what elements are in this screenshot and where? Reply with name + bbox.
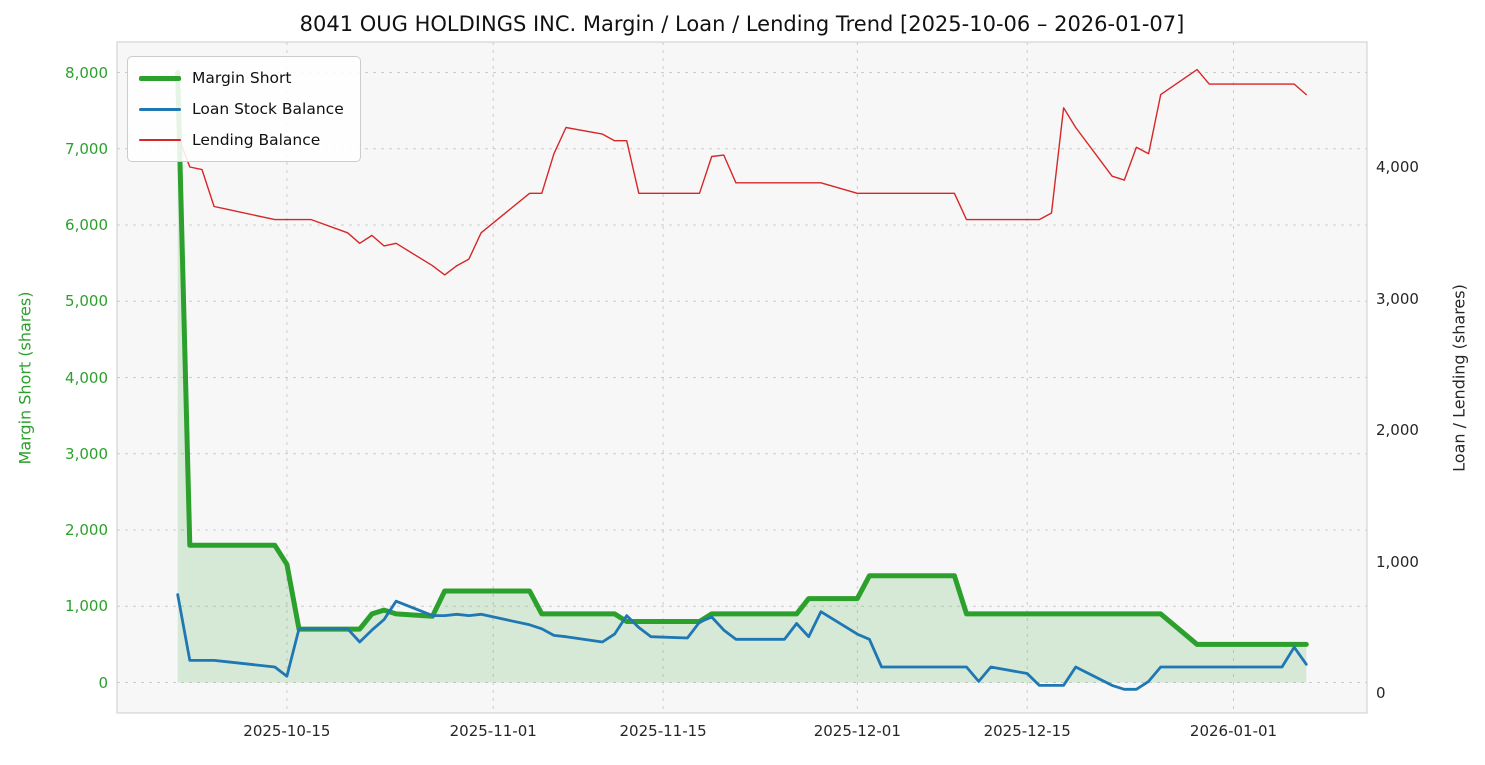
left-axis-tick-label: 5,000 xyxy=(65,292,108,311)
x-axis-tick-label: 2026-01-01 xyxy=(1189,722,1278,740)
x-axis-tick-label: 2025-10-15 xyxy=(243,722,331,740)
right-axis-tick-label: 3,000 xyxy=(1376,289,1419,308)
legend-label-loan-stock-balance: Loan Stock Balance xyxy=(192,100,344,118)
right-axis-label: Loan / Lending (shares) xyxy=(1449,284,1469,472)
legend-item-lending-balance: Lending Balance xyxy=(139,129,344,151)
x-axis-tick-label: 2025-12-01 xyxy=(813,722,901,740)
legend-label-lending-balance: Lending Balance xyxy=(192,131,321,149)
x-axis-tick-label: 2025-11-15 xyxy=(619,722,707,740)
left-axis-tick-label: 8,000 xyxy=(65,63,108,82)
chart-title: 8041 OUG HOLDINGS INC. Margin / Loan / L… xyxy=(299,12,1185,36)
legend-item-loan-stock-balance: Loan Stock Balance xyxy=(139,98,344,120)
legend-item-margin-short: Margin Short xyxy=(139,67,344,89)
left-axis-tick-label: 3,000 xyxy=(65,444,108,463)
left-axis-tick-label: 6,000 xyxy=(65,216,108,234)
lending-balance-line-sample xyxy=(139,139,181,141)
x-axis-tick-label: 2025-11-01 xyxy=(449,722,537,740)
left-axis-tick-label: 1,000 xyxy=(65,597,108,616)
loan-stock-balance-line-sample xyxy=(139,107,181,111)
right-axis-tick-label: 2,000 xyxy=(1376,421,1419,440)
margin-short-line-sample xyxy=(139,75,181,81)
legend-label-margin-short: Margin Short xyxy=(192,69,292,87)
left-axis-tick-label: 2,000 xyxy=(65,521,108,539)
right-axis-tick-label: 1,000 xyxy=(1376,552,1419,571)
right-axis-tick-label: 4,000 xyxy=(1376,157,1419,176)
x-axis-tick-label: 2025-12-15 xyxy=(983,722,1071,740)
left-axis-tick-label: 7,000 xyxy=(65,139,108,158)
left-axis-tick-label: 4,000 xyxy=(65,368,108,387)
right-axis-tick-label: 0 xyxy=(1376,684,1386,703)
left-axis-tick-label: 0 xyxy=(98,673,108,692)
legend: Margin Short Loan Stock Balance Lending … xyxy=(127,56,361,162)
